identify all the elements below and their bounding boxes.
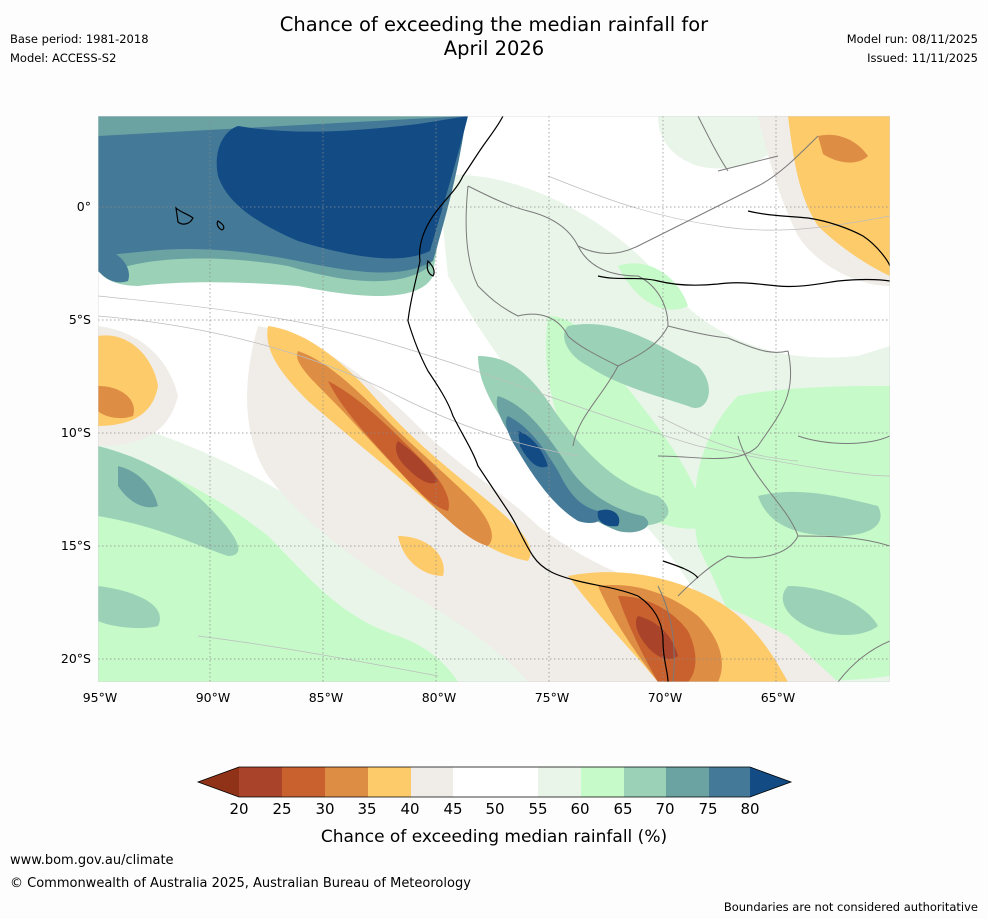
coastline (175, 116, 890, 682)
lon-label-75w: 75°W (534, 690, 570, 705)
legend-tick-65: 65 (613, 800, 633, 818)
model-run: Model run: 08/11/2025 (846, 32, 978, 46)
contour-lines (98, 175, 890, 677)
legend-tick-60: 60 (570, 800, 590, 818)
map-title-line2: April 2026 (443, 37, 545, 60)
lon-label-85w: 85°W (308, 690, 344, 705)
model-name: Model: ACCESS-S2 (10, 51, 117, 65)
lon-label-65w: 65°W (760, 690, 796, 705)
legend-swatch-45-50 (453, 767, 496, 797)
legend-swatch-20-25 (239, 767, 282, 797)
lat-label-5s: 5°S (68, 312, 91, 327)
base-period: Base period: 1981-2018 (10, 32, 149, 46)
legend-tick-40: 40 (400, 800, 420, 818)
lat-label-0: 0° (76, 199, 91, 214)
legend-tick-35: 35 (357, 800, 377, 818)
lon-label-90w: 90°W (195, 690, 231, 705)
map-title-line1: Chance of exceeding the median rainfall … (279, 13, 709, 36)
copyright-text: © Commonwealth of Australia 2025, Austra… (10, 876, 471, 891)
probability-band-20-25 (395, 441, 678, 660)
legend-tick-80: 80 (740, 800, 760, 818)
lon-label-95w: 95°W (82, 690, 118, 705)
lat-label-20s: 20°S (60, 651, 91, 666)
legend-title: Chance of exceeding median rainfall (%) (320, 827, 668, 847)
boundary-disclaimer: Boundaries are not considered authoritat… (723, 900, 978, 914)
legend-swatch-60-65 (581, 767, 624, 797)
website-link[interactable]: www.bom.gov.au/climate (10, 853, 174, 868)
legend-swatch-below-20 (198, 767, 239, 797)
legend-swatch-30-35 (325, 767, 368, 797)
legend-swatch-70-75 (666, 767, 709, 797)
legend-tick-70: 70 (655, 800, 675, 818)
legend-swatch-65-70 (624, 767, 666, 797)
legend-tick-30: 30 (315, 800, 335, 818)
legend-tick-50: 50 (485, 800, 505, 818)
issued-date: Issued: 11/11/2025 (867, 51, 978, 65)
legend-tick-75: 75 (698, 800, 718, 818)
legend-swatch-55-60 (538, 767, 581, 797)
lon-label-80w: 80°W (421, 690, 457, 705)
legend-tick-25: 25 (272, 800, 292, 818)
legend-swatch-40-45 (411, 767, 453, 797)
map-title: Chance of exceeding the median rainfall … (0, 13, 988, 61)
legend-swatch-75-80 (709, 767, 750, 797)
legend-tick-20: 20 (229, 800, 249, 818)
legend-swatch-35-40 (368, 767, 411, 797)
probability-band-above-80 (216, 116, 620, 527)
legend-swatch-above-80 (750, 767, 791, 797)
legend-swatch-50-55 (496, 767, 538, 797)
lon-label-70w: 70°W (647, 690, 683, 705)
rainfall-probability-map (98, 116, 890, 682)
lat-label-15s: 15°S (60, 538, 91, 553)
country-borders (465, 116, 890, 682)
map-gridlines (98, 116, 890, 682)
legend-tick-55: 55 (528, 800, 548, 818)
legend-tick-45: 45 (443, 800, 463, 818)
legend-swatch-25-30 (282, 767, 325, 797)
lat-label-10s: 10°S (60, 425, 91, 440)
